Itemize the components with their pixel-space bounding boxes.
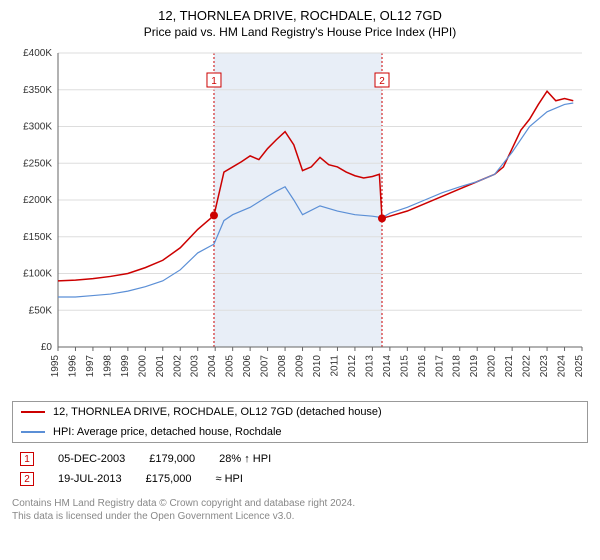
legend-label-hpi: HPI: Average price, detached house, Roch… (53, 426, 282, 438)
svg-text:2020: 2020 (487, 355, 498, 378)
svg-text:2012: 2012 (347, 355, 358, 378)
svg-text:2011: 2011 (329, 355, 340, 377)
svg-text:2001: 2001 (155, 355, 166, 378)
event-delta-1: 28% ↑ HPI (219, 453, 271, 465)
svg-text:£50K: £50K (29, 305, 53, 316)
svg-text:1: 1 (211, 76, 217, 87)
event-price-2: £175,000 (146, 473, 192, 485)
svg-text:2021: 2021 (504, 355, 515, 378)
svg-text:2018: 2018 (452, 355, 463, 378)
svg-text:2009: 2009 (295, 355, 306, 378)
footer-attribution: Contains HM Land Registry data © Crown c… (12, 497, 588, 523)
svg-text:2025: 2025 (574, 355, 585, 378)
svg-text:2002: 2002 (172, 355, 183, 378)
event-marker-2: 2 (20, 472, 34, 486)
event-delta-2: ≈ HPI (215, 473, 242, 485)
event-price-1: £179,000 (149, 453, 195, 465)
svg-text:2015: 2015 (399, 355, 410, 378)
legend-label-property: 12, THORNLEA DRIVE, ROCHDALE, OL12 7GD (… (53, 406, 382, 418)
event-row-1: 1 05-DEC-2003 £179,000 28% ↑ HPI (12, 449, 588, 469)
svg-text:£300K: £300K (23, 122, 52, 133)
svg-text:1999: 1999 (120, 355, 131, 378)
svg-text:1995: 1995 (50, 355, 61, 378)
svg-text:2017: 2017 (434, 355, 445, 378)
svg-text:£0: £0 (41, 342, 53, 353)
svg-text:2003: 2003 (190, 355, 201, 378)
chart-address-title: 12, THORNLEA DRIVE, ROCHDALE, OL12 7GD (12, 8, 588, 23)
svg-text:2007: 2007 (260, 355, 271, 378)
price-chart: £0 £50K £100K £150K £200K £250K £300K £350K £400… (12, 47, 588, 397)
svg-text:2: 2 (379, 76, 385, 87)
event-date-1: 05-DEC-2003 (58, 453, 125, 465)
legend-row-property: 12, THORNLEA DRIVE, ROCHDALE, OL12 7GD (… (13, 402, 587, 422)
legend-swatch-property (21, 411, 45, 413)
legend-swatch-hpi (21, 431, 45, 433)
svg-text:£100K: £100K (23, 269, 52, 280)
chart-subtitle: Price paid vs. HM Land Registry's House … (12, 25, 588, 39)
svg-text:2013: 2013 (364, 355, 375, 378)
svg-text:£400K: £400K (23, 48, 52, 59)
svg-text:2016: 2016 (417, 355, 428, 378)
events-table: 1 05-DEC-2003 £179,000 28% ↑ HPI 2 19-JU… (12, 449, 588, 489)
svg-text:2014: 2014 (382, 355, 393, 378)
svg-text:1996: 1996 (67, 355, 78, 378)
svg-text:2024: 2024 (557, 355, 568, 378)
svg-text:£350K: £350K (23, 85, 52, 96)
svg-text:£250K: £250K (23, 158, 52, 169)
legend-box: 12, THORNLEA DRIVE, ROCHDALE, OL12 7GD (… (12, 401, 588, 443)
svg-text:2005: 2005 (225, 355, 236, 378)
svg-text:2019: 2019 (469, 355, 480, 378)
svg-text:2008: 2008 (277, 355, 288, 378)
event-date-2: 19-JUL-2013 (58, 473, 122, 485)
svg-text:2023: 2023 (539, 355, 550, 378)
svg-text:£150K: £150K (23, 232, 52, 243)
event-marker-1: 1 (20, 452, 34, 466)
svg-text:2004: 2004 (207, 355, 218, 378)
svg-text:1997: 1997 (85, 355, 96, 378)
svg-text:1998: 1998 (102, 355, 113, 378)
svg-text:£200K: £200K (23, 195, 52, 206)
svg-text:2006: 2006 (242, 355, 253, 378)
event-row-2: 2 19-JUL-2013 £175,000 ≈ HPI (12, 469, 588, 489)
svg-text:2000: 2000 (137, 355, 148, 378)
svg-text:2010: 2010 (312, 355, 323, 378)
svg-text:2022: 2022 (522, 355, 533, 378)
legend-row-hpi: HPI: Average price, detached house, Roch… (13, 422, 587, 442)
